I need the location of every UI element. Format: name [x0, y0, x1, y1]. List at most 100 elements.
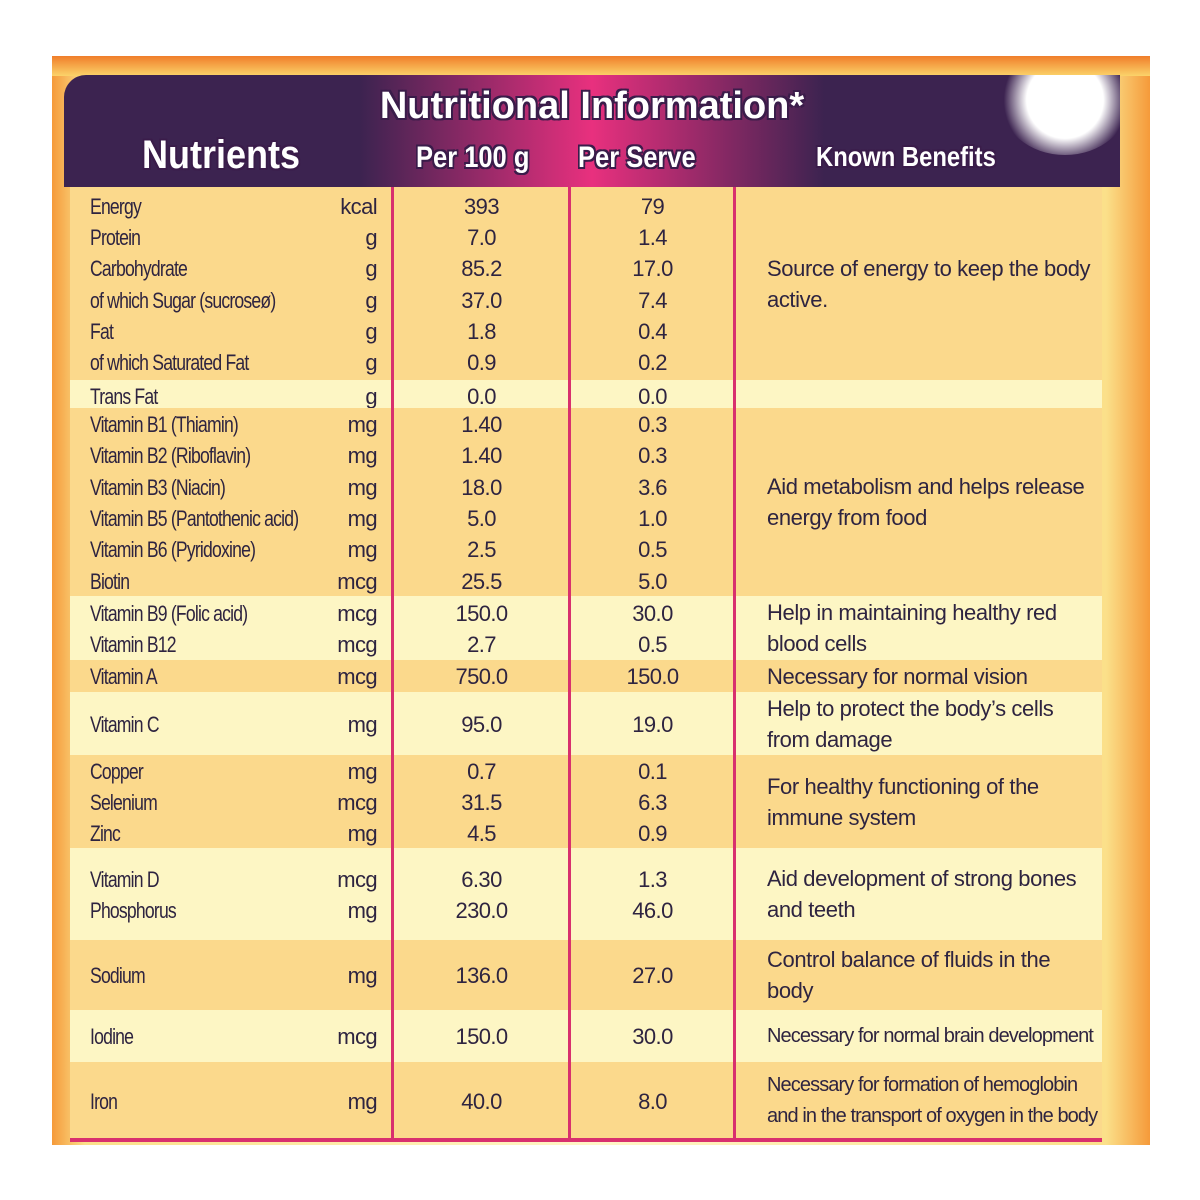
nutrient-unit: mg	[347, 711, 378, 737]
value-per-100g: 230.0	[455, 898, 508, 923]
value-per-serve: 0.3	[638, 412, 667, 438]
value-per-serve: 0.3	[638, 443, 667, 469]
table-row: Vitamin A mcg 750.0 150.0	[70, 660, 735, 691]
benefit-text: For healthy functioning of the immune sy…	[767, 773, 1039, 830]
row-group: Iron mg 40.0 8.0 Necessary for formation of …	[70, 1062, 1102, 1140]
row-group: Trans Fat g 0.0 0.0	[70, 380, 1102, 409]
value-per-serve: 3.6	[638, 474, 667, 500]
nutrient-name: Selenium	[90, 790, 158, 815]
value-per-serve: 17.0	[632, 256, 673, 282]
value-per-100g: 1.40	[461, 412, 502, 438]
nutrient-unit: mcg	[337, 664, 377, 690]
table-row: Fat g 1.8 0.4	[70, 315, 735, 346]
nutrient-name: Vitamin A	[90, 664, 158, 690]
nutrient-name: Energy	[90, 193, 142, 219]
table-row: Zinc mg 4.5 0.9	[70, 817, 735, 848]
value-per-100g: 7.0	[467, 224, 496, 250]
benefit-text: Help in maintaining healthy red blood ce…	[767, 600, 1057, 656]
row-group: Iodine mcg 150.0 30.0 Necessary for normal b…	[70, 1010, 1102, 1062]
value-per-serve: 5.0	[638, 568, 667, 594]
column-divider	[733, 187, 736, 1140]
column-header-benefits: Known Benefits	[816, 141, 996, 172]
nutrient-name: Zinc	[90, 821, 121, 846]
value-per-serve: 46.0	[632, 898, 673, 923]
table-row: Carbohydrate g 85.2 17.0	[70, 252, 735, 283]
value-per-serve: 1.0	[638, 506, 667, 531]
nutrient-unit: mcg	[337, 1024, 377, 1050]
nutrient-unit: mg	[347, 506, 378, 531]
row-group: Vitamin B1 (Thiamin) mg 1.40 0.3 Vitamin B2 …	[70, 408, 1102, 596]
row-list: Vitamin C mg 95.0 19.0	[70, 692, 735, 755]
value-per-100g: 5.0	[467, 506, 496, 531]
nutrient-unit: mg	[347, 759, 378, 784]
table-row: Sodium mg 136.0 27.0	[70, 959, 735, 990]
table-row: Selenium mcg 31.5 6.3	[70, 786, 735, 817]
nutrient-unit: g	[365, 287, 377, 313]
column-header-nutrients: Nutrients	[142, 133, 301, 177]
nutrient-name: Sodium	[90, 963, 146, 989]
value-per-100g: 4.5	[467, 821, 496, 846]
value-per-serve: 1.3	[638, 866, 667, 892]
table-row: Vitamin B12 mcg 2.7 0.5	[70, 628, 735, 659]
row-list: Copper mg 0.7 0.1 Selenium mcg 31.5 6.3 Zinc mg 4.…	[70, 755, 735, 848]
table-row: Vitamin B1 (Thiamin) mg 1.40 0.3	[70, 408, 735, 439]
row-list: Vitamin A mcg 750.0 150.0	[70, 660, 735, 692]
benefit-text: Necessary for formation of hemoglobin an…	[767, 1074, 1098, 1127]
nutrient-name: Biotin	[90, 568, 130, 594]
value-per-serve: 6.3	[638, 790, 667, 815]
page-title: Nutritional Information*	[379, 85, 805, 127]
column-header-per-100g: Per 100 g	[416, 141, 530, 174]
value-per-serve: 30.0	[632, 600, 673, 626]
row-list: Energy kcal 393 79 Protein g 7.0 1.4 Carbohydrat…	[70, 187, 735, 380]
nutrient-unit: mcg	[337, 600, 377, 626]
table-row: Energy kcal 393 79	[70, 190, 735, 221]
nutrient-name: of which Sugar (sucroseø)	[90, 287, 276, 313]
table-row: Protein g 7.0 1.4	[70, 221, 735, 252]
nutrient-unit: mg	[347, 474, 378, 500]
nutrition-table: Energy kcal 393 79 Protein g 7.0 1.4 Carbohydrat…	[70, 187, 1102, 1140]
table-row: Iron mg 40.0 8.0	[70, 1085, 735, 1116]
nutrient-name: Fat	[90, 318, 114, 344]
value-per-serve: 0.9	[638, 821, 667, 846]
nutrient-unit: mcg	[337, 568, 377, 594]
table-row: Vitamin B6 (Pyridoxine) mg 2.5 0.5	[70, 533, 735, 564]
value-per-serve: 0.2	[638, 350, 667, 376]
nutrient-unit: mg	[347, 412, 378, 438]
row-group: Sodium mg 136.0 27.0 Control balance of flui…	[70, 940, 1102, 1010]
row-list: Sodium mg 136.0 27.0	[70, 940, 735, 1010]
benefit-text: Source of energy to keep the body active…	[767, 255, 1091, 312]
row-list: Vitamin D mcg 6.30 1.3 Phosphorus mg 230.0 46.0	[70, 848, 735, 940]
value-per-serve: 150.0	[626, 664, 679, 690]
table-row: Vitamin B9 (Folic acid) mcg 150.0 30.0	[70, 597, 735, 628]
value-per-serve: 8.0	[638, 1089, 667, 1115]
table-header: Nutritional Information* Nutrients Per 1…	[64, 75, 1120, 187]
table-row: of which Sugar (sucroseø) g 37.0 7.4	[70, 284, 735, 315]
value-per-serve: 0.1	[638, 759, 667, 784]
row-list: Iron mg 40.0 8.0	[70, 1062, 735, 1140]
row-group: Vitamin A mcg 750.0 150.0 Necessary for norm…	[70, 660, 1102, 692]
nutrient-name: Phosphorus	[90, 898, 177, 923]
value-per-100g: 0.0	[467, 384, 496, 409]
value-per-100g: 0.9	[467, 350, 496, 376]
nutrient-unit: g	[365, 224, 377, 250]
value-per-serve: 0.5	[638, 632, 667, 657]
nutrient-unit: g	[365, 256, 377, 282]
table-row: Vitamin D mcg 6.30 1.3	[70, 863, 735, 894]
value-per-100g: 150.0	[455, 600, 508, 626]
benefit-text: Control balance of fluids in the body	[767, 947, 1051, 1003]
nutrient-name: Vitamin B9 (Folic acid)	[90, 600, 248, 626]
value-per-100g: 2.7	[467, 632, 496, 657]
value-per-serve: 0.4	[638, 318, 667, 344]
row-group: Vitamin D mcg 6.30 1.3 Phosphorus mg 230.0 46.0…	[70, 848, 1102, 940]
nutrient-name: of which Saturated Fat	[90, 350, 249, 376]
nutrient-name: Vitamin D	[90, 866, 160, 892]
benefit-text: Necessary for normal brain development	[767, 1024, 1094, 1047]
value-per-100g: 136.0	[455, 963, 508, 989]
nutrient-name: Vitamin B6 (Pyridoxine)	[90, 537, 256, 563]
table-row: Vitamin B2 (Riboflavin) mg 1.40 0.3	[70, 439, 735, 470]
benefit-text: Aid metabolism and helps release energy …	[767, 474, 1085, 530]
row-list: Vitamin B1 (Thiamin) mg 1.40 0.3 Vitamin B2 …	[70, 408, 735, 596]
nutrient-name: Vitamin C	[90, 711, 160, 737]
nutrient-name: Vitamin B2 (Riboflavin)	[90, 443, 251, 469]
nutrient-unit: g	[365, 318, 377, 344]
